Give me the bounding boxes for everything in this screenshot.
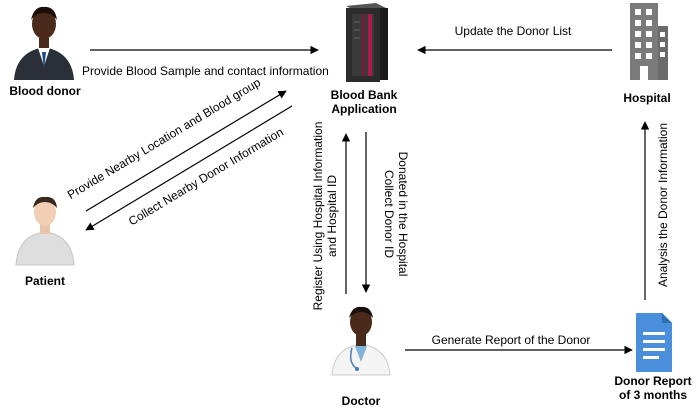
edge-bank-to-patient [85,105,293,231]
edge-label-donor-to-bank: Provide Blood Sample and contact informa… [82,64,329,78]
edge-label-doctor-to-bank-line2: and Hospital ID [325,175,339,257]
edge-label-hospital-to-bank: Update the Donor List [455,24,572,38]
blood-donor-person-icon [14,6,74,80]
edge-label-doctor-to-report: Generate Report of the Donor [432,333,591,347]
doctor-person-icon [331,306,391,376]
report-label-line1: Donor Report [614,374,691,388]
edge-patient-to-bank [85,90,287,212]
blood-bank-label-line1: Blood Bank [331,88,398,102]
patient-label: Patient [25,274,65,288]
blood-bank-label-line2: Application [331,102,396,116]
edge-label-doctor-to-bank-line1: Register Using Hospital Information [311,122,325,311]
edge-label-bank-to-doctor-line2: Donated in the Hospital [396,152,410,277]
patient-person-icon [15,196,75,266]
blood-donor-label: Blood donor [9,84,81,98]
hospital-building-icon [630,3,668,80]
server-rack-icon [346,3,388,82]
report-label-line2: of 3 months [619,388,687,402]
edge-label-report-to-hospital: Analysis the Donor Information [656,123,670,287]
edge-label-bank-to-doctor-line1: Collect Donor ID [382,170,396,258]
hospital-label: Hospital [623,91,670,105]
document-icon [636,313,672,372]
doctor-label: Doctor [342,394,381,408]
